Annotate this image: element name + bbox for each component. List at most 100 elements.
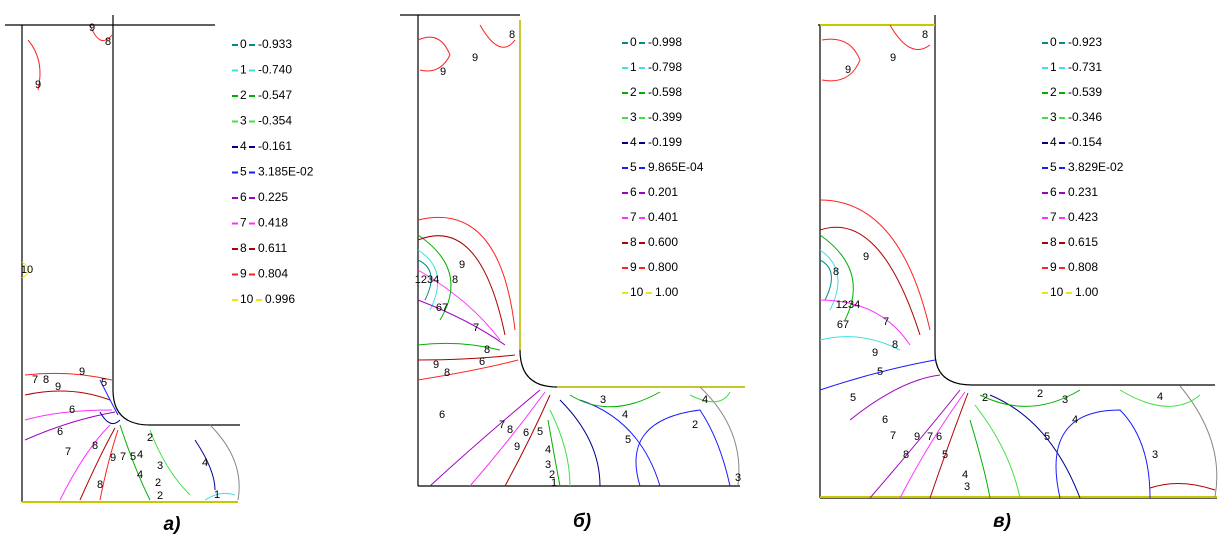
contour-label: 9 xyxy=(35,79,41,91)
legend-value: -0.547 xyxy=(258,88,292,102)
legend-value: 0.615 xyxy=(1068,235,1098,249)
contour-line xyxy=(900,392,965,498)
contour-label: 5 xyxy=(877,366,883,378)
legend-level: 10 xyxy=(240,292,254,306)
boundary xyxy=(818,15,1217,498)
legend-value: 0.423 xyxy=(1068,210,1098,224)
legend-level: 3 xyxy=(240,114,247,128)
contour-label: 7 xyxy=(32,374,38,386)
contour-label: 5 xyxy=(537,426,543,438)
contour-label: 6 xyxy=(882,414,888,426)
legend-value: 0.808 xyxy=(1068,260,1098,274)
legend-value: -0.199 xyxy=(648,135,682,149)
contour-label: 5 xyxy=(625,434,631,446)
legend-value: 0.201 xyxy=(648,185,678,199)
contour-label: 67 xyxy=(837,319,849,331)
contour-label: 9 xyxy=(433,359,439,371)
contour-line xyxy=(820,227,920,335)
contour-label: 1 xyxy=(214,489,220,501)
contour-label: 1 xyxy=(551,477,557,489)
contour-label: 4 xyxy=(545,444,551,456)
contour-label: 8 xyxy=(43,374,49,386)
legend-value: -0.798 xyxy=(648,60,682,74)
legend-level: 0 xyxy=(1050,35,1057,49)
legend-level: 2 xyxy=(1050,85,1057,99)
legend-level: 5 xyxy=(1050,160,1057,174)
legend-value: 0.804 xyxy=(258,267,288,281)
contour-line xyxy=(820,337,900,350)
legend-value: -0.731 xyxy=(1068,60,1102,74)
legend-level: 1 xyxy=(1050,60,1057,74)
legend-level: 4 xyxy=(240,139,247,153)
legend-value: 0.401 xyxy=(648,210,678,224)
contour-line xyxy=(505,395,550,486)
contour-line xyxy=(990,395,1080,498)
contour-line xyxy=(970,420,990,498)
contour-label: 9 xyxy=(55,381,61,393)
contour-label: 2 xyxy=(155,477,161,489)
contour-label: 9 xyxy=(914,431,920,443)
contour-label: 3 xyxy=(964,481,970,493)
legend-level: 3 xyxy=(630,110,637,124)
panel: 899981234677869867896543215432430-0.9981… xyxy=(415,25,741,532)
legend-level: 2 xyxy=(240,88,247,102)
legend-value: -0.399 xyxy=(648,110,682,124)
contour-label: 8 xyxy=(484,344,490,356)
contour-label: 2 xyxy=(157,490,163,502)
legend-value: 0.611 xyxy=(258,241,287,255)
contour-label: 8 xyxy=(97,479,103,491)
contour-label: 8 xyxy=(903,449,909,461)
contour-label: 5 xyxy=(850,392,856,404)
legend-level: 7 xyxy=(630,210,637,224)
contour-label: 9 xyxy=(459,259,465,271)
contour-label: 8 xyxy=(507,424,513,436)
legend-level: 9 xyxy=(630,260,637,274)
contour-label: 8 xyxy=(922,29,928,41)
contour-label: 3 xyxy=(1152,449,1158,461)
legend-level: 8 xyxy=(240,241,247,255)
contour-line xyxy=(560,400,600,486)
contour-label: 5 xyxy=(1044,431,1050,443)
legend-value: 0.600 xyxy=(648,235,678,249)
contour-label: 5 xyxy=(130,451,136,463)
contour-label: 2 xyxy=(147,432,153,444)
contour-line xyxy=(975,405,1020,498)
panel-caption: а) xyxy=(164,514,181,535)
contour-line xyxy=(820,260,831,300)
contour-line xyxy=(636,410,730,486)
contour-label: 7 xyxy=(65,446,71,458)
legend-level: 8 xyxy=(630,235,637,249)
contour-label: 6 xyxy=(479,356,485,368)
contour-label: 1234 xyxy=(415,274,439,286)
contour-line xyxy=(870,390,960,498)
legend-value: -0.923 xyxy=(1068,35,1102,49)
contour-label: 7 xyxy=(473,322,479,334)
contour-label: 3 xyxy=(157,460,163,472)
contour-label: 7 xyxy=(883,316,889,328)
contour-label: 3 xyxy=(735,472,741,484)
legend-value: -0.154 xyxy=(1068,135,1102,149)
legend: 0-0.9231-0.7312-0.5393-0.3464-0.15453.82… xyxy=(1038,29,1148,312)
legend-level: 4 xyxy=(1050,135,1057,149)
panel-caption: в) xyxy=(993,511,1011,532)
contour-label: 8 xyxy=(892,339,898,351)
contour-label: 9 xyxy=(845,64,851,76)
contour-label: 9 xyxy=(89,22,95,34)
legend-value: 0.231 xyxy=(1068,185,1098,199)
legend-value: 1.00 xyxy=(1075,285,1099,299)
contour-label: 4 xyxy=(702,394,708,406)
legend-value: -0.161 xyxy=(258,139,292,153)
panel: 899981234675798567897654325432430-0.9231… xyxy=(820,25,1215,532)
legend-level: 5 xyxy=(630,160,637,174)
legend-value: -0.539 xyxy=(1068,85,1102,99)
contour-label: 9 xyxy=(79,366,85,378)
contour-label: 8 xyxy=(444,367,450,379)
panel-caption: б) xyxy=(573,511,591,532)
contour-line xyxy=(25,391,110,400)
contour-line xyxy=(570,392,660,407)
legend-value: -0.346 xyxy=(1068,110,1102,124)
legend-level: 6 xyxy=(630,185,637,199)
legend-level: 6 xyxy=(1050,185,1057,199)
